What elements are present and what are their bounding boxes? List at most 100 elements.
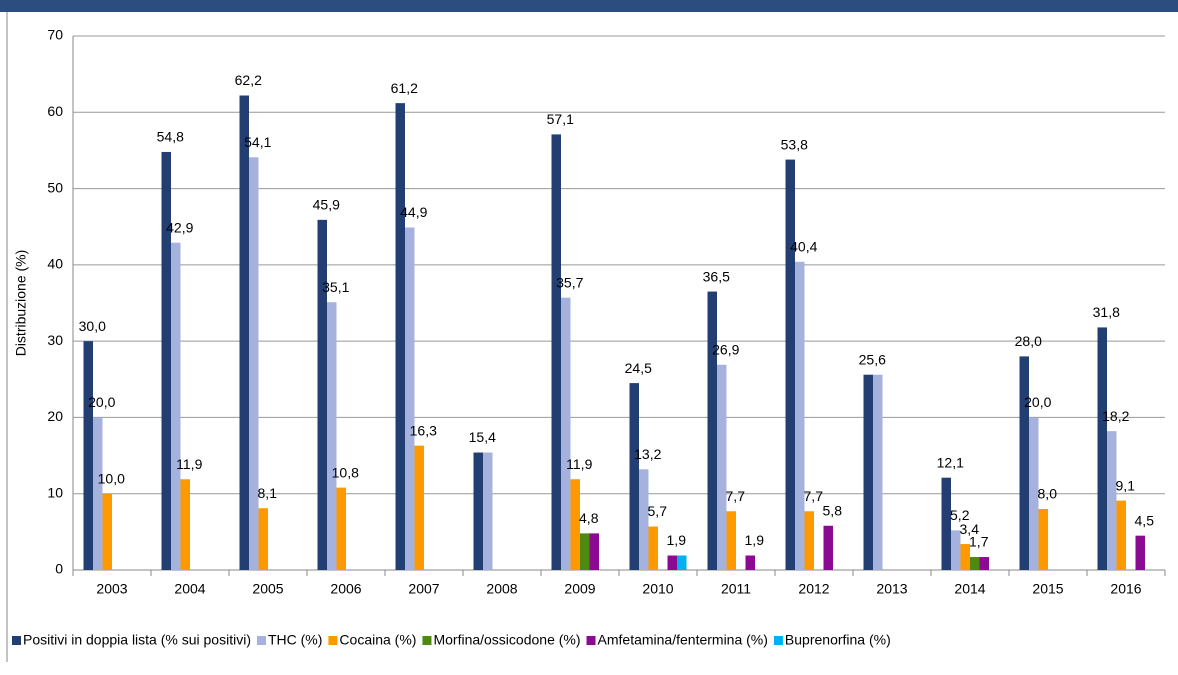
bar bbox=[405, 227, 415, 570]
legend-label: Positivi in doppia lista (% sui positivi… bbox=[23, 632, 251, 648]
data-label: 8,0 bbox=[1038, 486, 1058, 502]
data-label: 42,9 bbox=[166, 219, 193, 235]
bar bbox=[258, 508, 268, 570]
data-label: 31,8 bbox=[1093, 304, 1120, 320]
x-tick-label: 2006 bbox=[330, 581, 361, 597]
header-bar bbox=[0, 0, 1178, 12]
x-tick-label: 2005 bbox=[252, 581, 283, 597]
bar bbox=[804, 511, 814, 570]
bar bbox=[941, 477, 951, 570]
y-tick-label: 40 bbox=[47, 256, 63, 272]
bar bbox=[726, 511, 736, 570]
bar bbox=[414, 445, 424, 570]
legend-swatch bbox=[328, 636, 338, 645]
bar bbox=[629, 383, 639, 570]
data-label: 16,3 bbox=[410, 422, 437, 438]
data-label: 24,5 bbox=[625, 360, 652, 376]
data-label: 20,0 bbox=[1024, 394, 1051, 410]
x-tick-label: 2009 bbox=[564, 581, 595, 597]
bar bbox=[327, 302, 337, 570]
data-label: 11,9 bbox=[566, 456, 592, 472]
bar bbox=[1019, 356, 1029, 570]
bar bbox=[979, 557, 989, 570]
bar bbox=[823, 525, 833, 570]
data-label: 7,7 bbox=[726, 488, 746, 504]
y-tick-label: 10 bbox=[47, 484, 63, 500]
x-tick-label: 2010 bbox=[642, 581, 673, 597]
data-label: 5,7 bbox=[648, 503, 668, 519]
legend-swatch bbox=[422, 636, 432, 645]
bar bbox=[589, 533, 599, 570]
data-label: 36,5 bbox=[703, 268, 730, 284]
bar bbox=[570, 479, 580, 570]
data-label: 18,2 bbox=[1102, 408, 1129, 424]
bar bbox=[249, 157, 259, 570]
data-label: 12,1 bbox=[937, 454, 964, 470]
bar bbox=[863, 374, 873, 570]
data-label: 7,7 bbox=[804, 488, 824, 504]
data-label: 54,1 bbox=[244, 134, 271, 150]
data-label: 25,6 bbox=[859, 351, 886, 367]
bar bbox=[1097, 327, 1107, 570]
x-tick-label: 2004 bbox=[174, 581, 205, 597]
data-label: 35,7 bbox=[556, 274, 583, 290]
data-label: 11,9 bbox=[176, 456, 202, 472]
bar bbox=[336, 487, 346, 570]
bar bbox=[1135, 535, 1145, 570]
data-label: 28,0 bbox=[1015, 333, 1042, 349]
legend-swatch bbox=[12, 636, 21, 645]
y-tick-label: 60 bbox=[47, 103, 63, 119]
bar bbox=[395, 103, 405, 570]
x-tick-label: 2008 bbox=[486, 581, 517, 597]
bar bbox=[970, 557, 980, 570]
data-label: 4,8 bbox=[579, 510, 599, 526]
data-label: 1,9 bbox=[745, 532, 765, 548]
x-tick-label: 2007 bbox=[408, 581, 439, 597]
data-label: 53,8 bbox=[781, 136, 808, 152]
bar bbox=[83, 341, 93, 570]
data-label: 10,0 bbox=[98, 470, 125, 486]
y-tick-label: 50 bbox=[47, 179, 63, 195]
data-label: 44,9 bbox=[400, 204, 427, 220]
bar bbox=[873, 374, 883, 570]
y-tick-label: 30 bbox=[47, 332, 63, 348]
data-label: 40,4 bbox=[790, 239, 817, 255]
bar bbox=[1029, 417, 1039, 570]
bar bbox=[93, 417, 103, 570]
y-tick-label: 20 bbox=[47, 408, 63, 424]
x-tick-label: 2015 bbox=[1032, 581, 1063, 597]
bar bbox=[639, 469, 649, 570]
bar bbox=[960, 544, 970, 570]
x-tick-label: 2003 bbox=[96, 581, 127, 597]
bar bbox=[171, 242, 181, 570]
legend-label: Cocaina (%) bbox=[339, 632, 416, 648]
bar bbox=[677, 555, 687, 570]
y-axis-label: Distribuzione (%) bbox=[13, 250, 29, 357]
legend-label: Amfetamina/fentermina (%) bbox=[598, 632, 768, 648]
legend-swatch bbox=[773, 636, 783, 645]
bar bbox=[795, 261, 805, 570]
y-tick-label: 0 bbox=[55, 561, 63, 577]
legend-label: Buprenorfina (%) bbox=[785, 632, 891, 648]
data-label: 45,9 bbox=[313, 197, 340, 213]
bar bbox=[180, 479, 190, 570]
data-label: 8,1 bbox=[258, 485, 278, 501]
bar bbox=[580, 533, 590, 570]
bar bbox=[317, 219, 327, 570]
bar bbox=[161, 151, 171, 570]
bar bbox=[561, 297, 571, 570]
bar bbox=[648, 526, 658, 570]
legend-label: THC (%) bbox=[268, 632, 322, 648]
bar bbox=[551, 134, 561, 570]
data-label: 1,9 bbox=[667, 532, 687, 548]
legend-swatch bbox=[586, 636, 596, 645]
data-label: 62,2 bbox=[235, 72, 262, 88]
bar bbox=[239, 95, 249, 570]
data-label: 54,8 bbox=[157, 129, 184, 145]
data-label: 57,1 bbox=[547, 111, 574, 127]
bar bbox=[745, 555, 755, 570]
data-label: 30,0 bbox=[79, 318, 106, 334]
bar bbox=[473, 452, 483, 570]
data-label: 26,9 bbox=[712, 341, 739, 357]
